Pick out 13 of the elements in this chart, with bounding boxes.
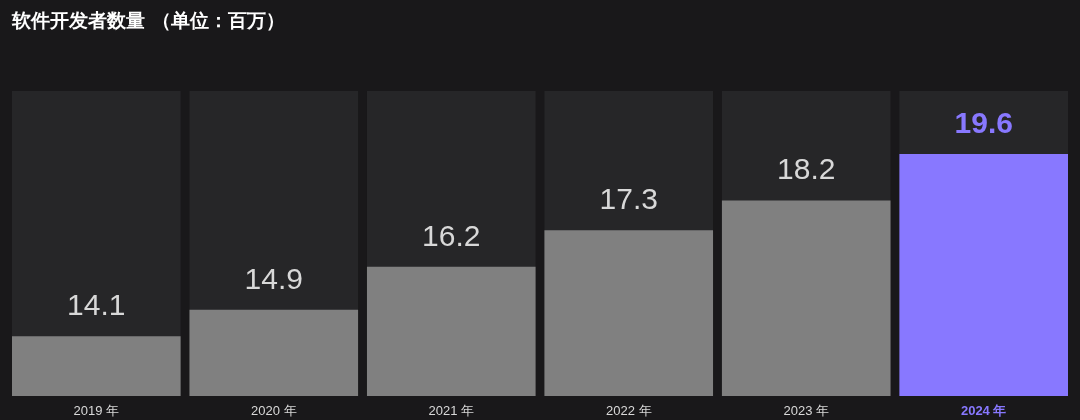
data-label: 19.6 — [954, 105, 1013, 139]
data-label: 16.2 — [422, 218, 481, 252]
data-label: 18.2 — [777, 152, 836, 186]
data-label: 17.3 — [599, 182, 658, 216]
x-tick-label: 2023 年 — [783, 402, 829, 418]
data-label: 14.9 — [244, 261, 303, 295]
x-tick-label: 2019 年 — [73, 402, 120, 418]
x-tick-label: 2024 年 — [960, 402, 1007, 418]
x-tick-label: 2021 年 — [428, 402, 475, 418]
data-label: 14.1 — [67, 288, 126, 322]
x-tick-label: 2020 年 — [251, 402, 297, 418]
chart-title: 软件开发者数量 （单位：百万） — [11, 9, 285, 31]
x-tick-label: 2022 年 — [605, 402, 652, 418]
